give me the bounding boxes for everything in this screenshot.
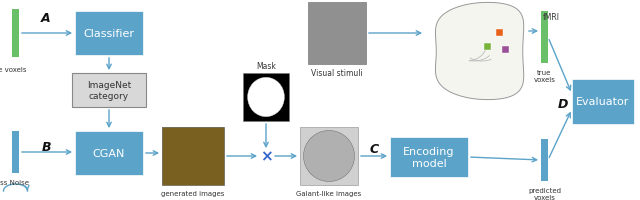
FancyBboxPatch shape bbox=[12, 131, 19, 173]
Ellipse shape bbox=[248, 78, 284, 117]
FancyBboxPatch shape bbox=[162, 139, 224, 150]
FancyBboxPatch shape bbox=[496, 30, 503, 37]
FancyBboxPatch shape bbox=[541, 139, 548, 181]
Text: ×: × bbox=[260, 149, 273, 164]
Text: D: D bbox=[558, 98, 568, 111]
FancyBboxPatch shape bbox=[75, 131, 143, 175]
Text: generated images: generated images bbox=[161, 190, 225, 196]
FancyBboxPatch shape bbox=[390, 137, 468, 177]
Text: A: A bbox=[41, 12, 51, 25]
FancyBboxPatch shape bbox=[162, 174, 224, 185]
FancyBboxPatch shape bbox=[162, 127, 224, 185]
Text: Visual stimuli: Visual stimuli bbox=[311, 69, 363, 78]
FancyBboxPatch shape bbox=[162, 150, 224, 162]
FancyBboxPatch shape bbox=[162, 162, 224, 174]
Text: fMRI: fMRI bbox=[543, 13, 560, 22]
Text: Evaluator: Evaluator bbox=[576, 97, 630, 107]
FancyBboxPatch shape bbox=[572, 80, 634, 124]
Text: true
voxels: true voxels bbox=[534, 70, 556, 83]
Text: true voxels: true voxels bbox=[0, 67, 27, 73]
Text: CGAN: CGAN bbox=[93, 148, 125, 158]
FancyBboxPatch shape bbox=[72, 74, 146, 107]
FancyBboxPatch shape bbox=[300, 127, 358, 185]
Text: C: C bbox=[369, 143, 379, 156]
Text: Mask: Mask bbox=[256, 62, 276, 71]
Text: ImageNet
category: ImageNet category bbox=[87, 81, 131, 100]
Text: Galant-like images: Galant-like images bbox=[296, 190, 362, 196]
FancyBboxPatch shape bbox=[162, 127, 224, 139]
Ellipse shape bbox=[303, 131, 355, 182]
Text: B: B bbox=[41, 141, 51, 154]
FancyBboxPatch shape bbox=[162, 127, 224, 185]
FancyBboxPatch shape bbox=[502, 47, 509, 54]
FancyBboxPatch shape bbox=[541, 12, 548, 64]
Text: predicted
voxels: predicted voxels bbox=[528, 187, 561, 200]
FancyBboxPatch shape bbox=[75, 12, 143, 56]
FancyBboxPatch shape bbox=[243, 74, 289, 121]
Text: Classifier: Classifier bbox=[83, 29, 134, 39]
Text: Gauss Noise: Gauss Noise bbox=[0, 179, 29, 185]
FancyBboxPatch shape bbox=[308, 3, 366, 65]
FancyBboxPatch shape bbox=[484, 44, 491, 51]
Polygon shape bbox=[435, 3, 524, 100]
Text: Encoding
model: Encoding model bbox=[403, 146, 455, 168]
FancyBboxPatch shape bbox=[12, 10, 19, 58]
